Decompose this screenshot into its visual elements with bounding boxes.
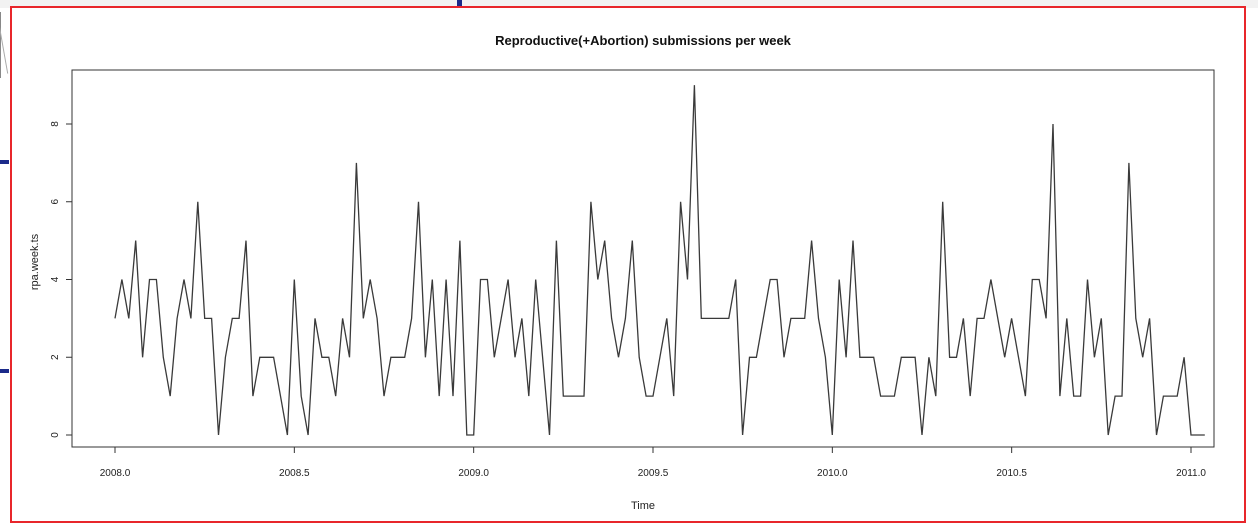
y-tick-label: 8 — [50, 121, 61, 127]
background-tab-marker — [0, 160, 9, 164]
x-tick-label: 2009.0 — [458, 468, 489, 479]
y-tick-label: 6 — [50, 199, 61, 205]
x-tick-label: 2008.0 — [100, 468, 131, 479]
background-stripe — [0, 0, 1258, 8]
x-axis-label: Time — [631, 500, 655, 512]
x-tick-label: 2009.5 — [638, 468, 669, 479]
plot-area-box — [71, 69, 1215, 448]
background-tab-marker — [457, 0, 462, 6]
background-tab-marker — [0, 369, 9, 373]
chart-title: Reproductive(+Abortion) submissions per … — [495, 33, 792, 48]
series-line-0 — [114, 85, 1205, 436]
x-tick-label: 2011.0 — [1176, 468, 1206, 479]
background-line — [0, 12, 1, 78]
x-tick-label: 2008.5 — [279, 468, 310, 479]
y-tick-label: 4 — [50, 276, 61, 282]
y-axis-label: rpa.week.ts — [29, 233, 41, 290]
x-axis: 2008.0 2008.5 2009.0 2009.5 2010.0 2010.5 2011… — [100, 446, 1206, 479]
series-layer — [114, 85, 1205, 436]
y-tick-label: 0 — [50, 432, 61, 438]
y-axis: 0 2 4 6 8 — [50, 121, 73, 438]
plot-window — [10, 6, 1246, 523]
x-tick-label: 2010.0 — [817, 468, 848, 479]
x-tick-label: 2010.5 — [996, 468, 1027, 479]
y-tick-label: 2 — [50, 354, 61, 360]
